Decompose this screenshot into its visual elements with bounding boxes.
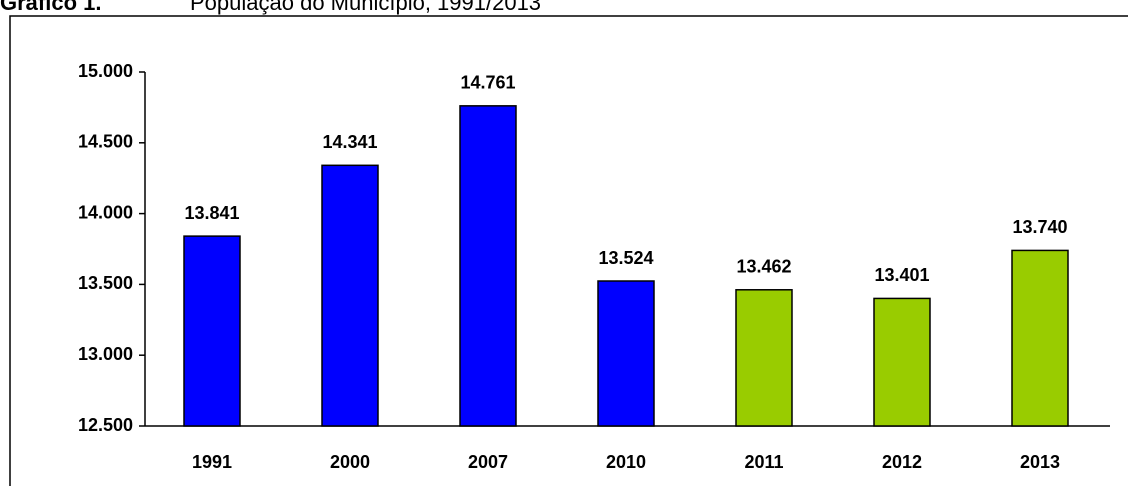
x-tick-label: 1991 — [192, 452, 232, 472]
y-tick-label: 14.000 — [78, 202, 133, 222]
bar — [1011, 249, 1069, 427]
chart-frame — [9, 15, 1128, 486]
value-label: 14.761 — [460, 73, 515, 93]
value-label: 13.401 — [874, 265, 929, 285]
value-label: 13.524 — [598, 248, 653, 268]
bar — [321, 164, 379, 427]
value-label: 14.341 — [322, 132, 377, 152]
value-label: 13.740 — [1012, 217, 1067, 237]
x-tick-label: 2010 — [606, 452, 646, 472]
bar — [459, 105, 517, 427]
y-tick-label: 14.500 — [78, 132, 133, 152]
bar — [597, 280, 655, 427]
chart-title: Gráfico 1. — [0, 0, 101, 15]
y-tick-label: 12.500 — [78, 415, 133, 435]
bar — [183, 235, 241, 427]
value-label: 13.841 — [184, 203, 239, 223]
y-tick-label: 15.000 — [78, 61, 133, 81]
x-tick-label: 2012 — [882, 452, 922, 472]
chart-subtitle: População do Município, 1991/2013 — [190, 0, 541, 15]
x-tick-label: 2000 — [330, 452, 370, 472]
x-tick-label: 2011 — [744, 452, 783, 472]
value-label: 13.462 — [736, 257, 791, 277]
y-tick-label: 13.000 — [78, 344, 133, 364]
bar — [735, 289, 793, 427]
x-tick-label: 2007 — [468, 452, 508, 472]
bar — [873, 297, 931, 427]
x-tick-label: 2013 — [1020, 452, 1060, 472]
y-tick-label: 13.500 — [78, 273, 133, 293]
